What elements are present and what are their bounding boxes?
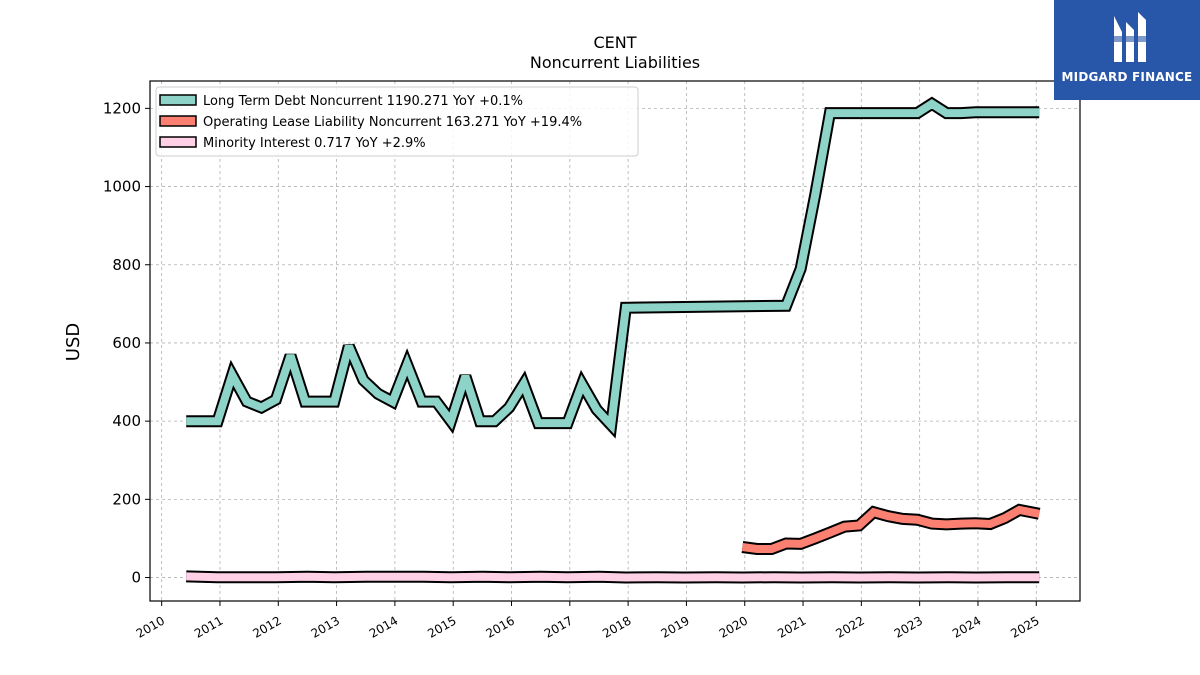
legend-entry-1: Operating Lease Liability Noncurrent 163… <box>203 115 582 130</box>
y-tick-label: 200 <box>112 490 141 508</box>
x-tick-label: 2022 <box>833 613 866 640</box>
x-tick-label: 2017 <box>542 613 575 640</box>
x-tick-label: 2016 <box>484 613 517 640</box>
legend-swatch-0 <box>159 94 197 106</box>
series-line-0 <box>186 98 1040 435</box>
legend: Long Term Debt Noncurrent 1190.271 YoY +… <box>155 86 639 157</box>
y-tick-label: 0 <box>131 569 141 587</box>
x-tick-label: 2013 <box>309 613 342 640</box>
y-tick-label: 800 <box>112 256 141 274</box>
legend-box <box>155 86 639 157</box>
x-tick-label: 2020 <box>717 613 750 640</box>
y-tick-label: 1200 <box>103 99 141 117</box>
legend-swatch-2 <box>159 136 197 148</box>
x-tick-label: 2023 <box>892 613 925 640</box>
logo-mark-icon <box>1112 12 1148 62</box>
x-tick-label: 2018 <box>600 613 633 640</box>
logo-text: MIDGARD FINANCE <box>1061 70 1193 84</box>
series-line-1 <box>741 505 1040 553</box>
y-tick-label: 1000 <box>103 178 141 196</box>
x-tick-label: 2010 <box>134 613 167 640</box>
x-tick-label: 2014 <box>367 613 400 640</box>
brand-logo: MIDGARD FINANCE <box>1054 0 1200 100</box>
series-lines <box>186 96 1041 584</box>
axes: 0 200 400 600 800 1000 1200 2010 2011 2012 2013 201… <box>103 80 1081 641</box>
x-tick-label: 2021 <box>775 613 808 640</box>
y-axis-label: USD <box>63 323 84 361</box>
x-tick-label: 2024 <box>950 613 983 640</box>
plot-frame <box>149 80 1081 602</box>
chart-title: CENT <box>593 33 636 52</box>
series-line-2 <box>186 572 1040 582</box>
x-tick-label: 2015 <box>425 613 458 640</box>
legend-entry-2: Minority Interest 0.717 YoY +2.9% <box>203 136 426 151</box>
chart-subtitle: Noncurrent Liabilities <box>530 53 700 72</box>
y-tick-label: 600 <box>112 334 141 352</box>
legend-entry-0: Long Term Debt Noncurrent 1190.271 YoY +… <box>203 94 523 109</box>
x-tick-label: 2019 <box>658 613 691 640</box>
x-tick-label: 2025 <box>1008 613 1041 640</box>
x-tick-label: 2011 <box>192 613 225 640</box>
y-tick-label: 400 <box>112 412 141 430</box>
legend-swatch-1 <box>159 115 197 127</box>
x-tick-label: 2012 <box>250 613 283 640</box>
